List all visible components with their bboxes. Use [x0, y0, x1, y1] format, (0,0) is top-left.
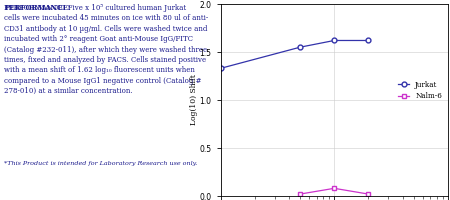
Jurkat	[218, 67, 223, 70]
Jurkat	[366, 39, 371, 42]
Nalm-6	[297, 193, 303, 195]
Jurkat	[297, 46, 303, 48]
Nalm-6	[332, 187, 337, 190]
Text: PERFORMANCE: Five x 10⁵ cultured human Jurkat
cells were incubated 45 minutes on: PERFORMANCE: Five x 10⁵ cultured human J…	[4, 4, 209, 95]
Title: Binding of anti-CD31 antibody to
human cell lines: Binding of anti-CD31 antibody to human c…	[256, 0, 413, 2]
Legend: Jurkat, Nalm-6: Jurkat, Nalm-6	[396, 78, 444, 102]
Text: *This Product is intended for Laboratory Research use only.: *This Product is intended for Laboratory…	[4, 161, 198, 166]
Jurkat	[332, 39, 337, 42]
Y-axis label: Log(10) Shift: Log(10) Shift	[190, 75, 198, 125]
Text: PERFORMANCE:: PERFORMANCE:	[4, 4, 71, 12]
Nalm-6	[366, 193, 371, 195]
Line: Jurkat: Jurkat	[218, 38, 371, 71]
Line: Nalm-6: Nalm-6	[297, 186, 371, 197]
